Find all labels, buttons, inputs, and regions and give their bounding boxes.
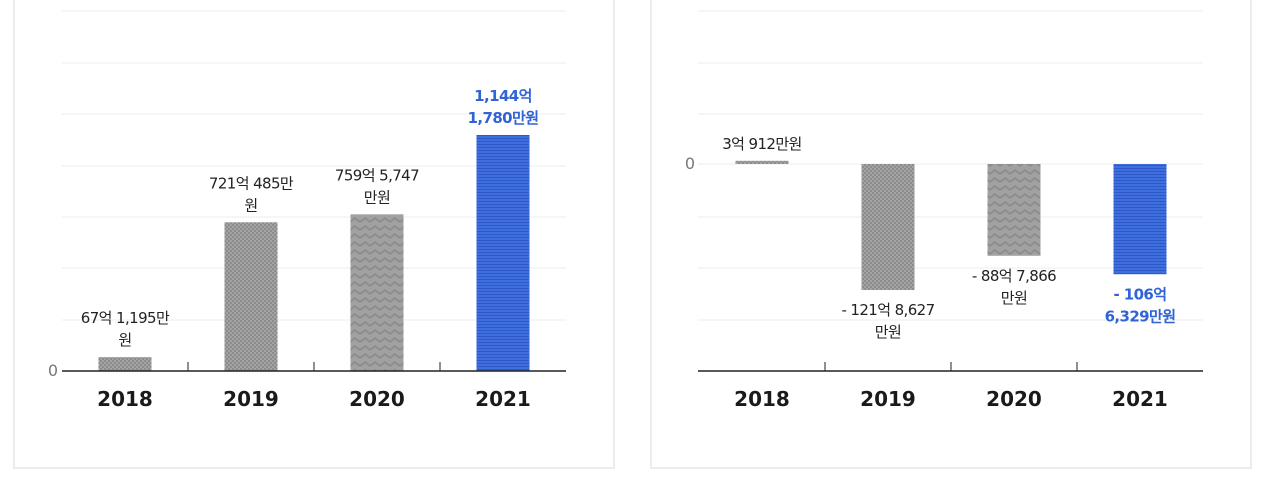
zero-label: 0	[48, 361, 58, 380]
value-label-2019: - 121억 8,627	[841, 301, 934, 319]
bar-2019	[861, 164, 915, 290]
value-label-2018: 3억 912만원	[722, 135, 802, 153]
x-tick-label-2020: 2020	[349, 387, 405, 411]
value-label-2021: - 106억	[1114, 285, 1167, 303]
value-label-2019: 만원	[875, 323, 901, 341]
bar-2021	[476, 135, 530, 371]
value-label-2019: 721억 485만	[209, 174, 294, 192]
chart-right: 0 3억 912만원 - 121억 8,627 만원 - 88억 7,866 만원 - 10…	[685, 10, 1203, 411]
bar-2018	[735, 160, 789, 164]
value-label-2019: 원	[244, 196, 257, 214]
x-tick-label-2020: 2020	[986, 387, 1042, 411]
x-tick-label-2019: 2019	[860, 387, 916, 411]
value-label-2018: 67억 1,195만	[81, 309, 170, 327]
x-tick-label-2021: 2021	[475, 387, 531, 411]
zero-label: 0	[685, 154, 695, 173]
value-label-2020: 만원	[364, 188, 390, 206]
value-label-2021: 1,780만원	[468, 109, 539, 127]
x-tick-label-2021: 2021	[1112, 387, 1168, 411]
x-tick-label-2019: 2019	[223, 387, 279, 411]
x-tick-label-2018: 2018	[97, 387, 153, 411]
bar-2019	[224, 222, 278, 371]
value-label-2020: - 88억 7,866	[972, 267, 1056, 285]
value-label-2021: 6,329만원	[1105, 307, 1176, 325]
bar-2018	[98, 357, 152, 371]
value-label-2020: 759억 5,747	[335, 166, 419, 184]
bar-2021	[1113, 164, 1167, 275]
value-label-2020: 만원	[1001, 289, 1027, 307]
bar-2020	[987, 164, 1041, 256]
value-label-2018: 원	[118, 331, 131, 349]
x-tick-label-2018: 2018	[734, 387, 790, 411]
value-label-2021: 1,144억	[474, 87, 532, 105]
bar-2020	[350, 214, 404, 371]
